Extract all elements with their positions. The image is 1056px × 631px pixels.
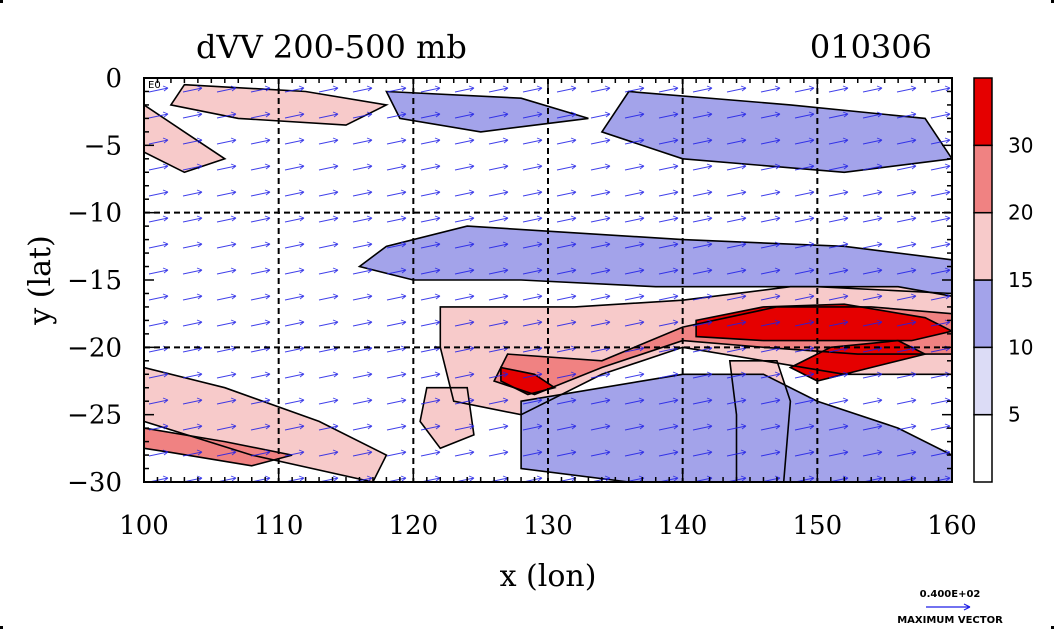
date-label: 010306 xyxy=(810,28,932,66)
y-tick-label-0: 0 xyxy=(105,64,122,94)
x-tick-label-100: 100 xyxy=(119,511,169,541)
x-axis-label: x (lon) xyxy=(500,559,597,594)
colorbar-label-10: 10 xyxy=(1008,335,1033,359)
x-tick-labels: 100 110 120 130 140 150 160 xyxy=(119,511,977,541)
axis-ticks xyxy=(143,77,953,483)
colorbar-swatch-0 xyxy=(973,413,993,483)
colorbar-swatch-3 xyxy=(973,211,993,281)
y-tick-label-10: −10 xyxy=(67,199,122,229)
y-tick-label-25: −25 xyxy=(67,401,122,431)
y-tick-label-5: −5 xyxy=(84,131,122,161)
chart-title: dVV 200-500 mb xyxy=(196,28,467,66)
x-tick-label-120: 120 xyxy=(389,511,439,541)
colorbar: 5 10 15 20 30 xyxy=(973,77,1033,483)
colorbar-swatch-2 xyxy=(973,279,993,349)
x-tick-label-140: 140 xyxy=(658,511,708,541)
colorbar-label-5: 5 xyxy=(1008,403,1021,427)
corner-label: E0 xyxy=(148,80,161,91)
x-tick-label-130: 130 xyxy=(523,511,573,541)
colorbar-label-20: 20 xyxy=(1008,201,1033,225)
y-tick-label-20: −20 xyxy=(67,333,122,363)
x-tick-label-110: 110 xyxy=(254,511,304,541)
vector-legend-arrow xyxy=(926,603,971,611)
colorbar-swatch-5 xyxy=(973,77,993,147)
y-axis-label: y (lat) xyxy=(23,235,58,325)
y-tick-label-30: −30 xyxy=(67,468,122,498)
vector-legend-value: 0.400E+02 xyxy=(920,589,981,600)
plot-area: E0 xyxy=(143,77,953,483)
y-tick-label-15: −15 xyxy=(67,266,122,296)
gridlines xyxy=(144,78,952,482)
colorbar-label-30: 30 xyxy=(1008,133,1033,157)
colorbar-label-15: 15 xyxy=(1008,268,1033,292)
vector-legend-label: MAXIMUM VECTOR xyxy=(897,615,1003,626)
colorbar-swatch-1 xyxy=(973,346,993,416)
x-tick-label-150: 150 xyxy=(793,511,843,541)
colorbar-swatch-4 xyxy=(973,144,993,214)
y-tick-labels: 0 −5 −10 −15 −20 −25 −30 xyxy=(67,64,122,498)
vector-legend: 0.400E+02 MAXIMUM VECTOR xyxy=(897,589,1003,626)
x-tick-label-160: 160 xyxy=(927,511,977,541)
